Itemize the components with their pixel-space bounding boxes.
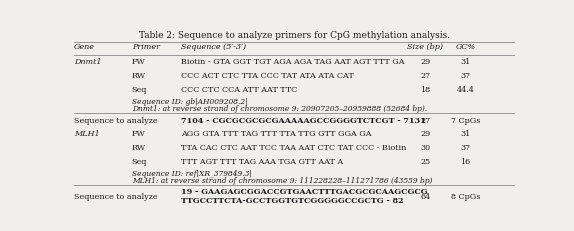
Text: 37: 37 <box>460 143 471 152</box>
Text: 7 CpGs: 7 CpGs <box>451 116 480 124</box>
Text: Seq: Seq <box>132 157 147 165</box>
Text: 44.4: 44.4 <box>456 85 474 94</box>
Text: TTA CAC CTC AAT TCC TAA AAT CTC TAT CCC - Biotin: TTA CAC CTC AAT TCC TAA AAT CTC TAT CCC … <box>181 143 406 152</box>
Text: 18: 18 <box>420 85 430 94</box>
Text: CCC CTC CCA ATT AAT TTC: CCC CTC CCA ATT AAT TTC <box>181 85 297 94</box>
Text: MLH1: MLH1 <box>74 130 100 138</box>
Text: CCC ACT CTC TTA CCC TAT ATA ATA CAT: CCC ACT CTC TTA CCC TAT ATA ATA CAT <box>181 72 354 80</box>
Text: Sequence ID: gb|AH009208.2|: Sequence ID: gb|AH009208.2| <box>132 97 247 105</box>
Text: Dnmt1: at reverse strand of chromosome 9: 20907205–20959888 (52684 bp).: Dnmt1: at reverse strand of chromosome 9… <box>132 104 427 112</box>
Text: Sequence to analyze: Sequence to analyze <box>74 192 158 200</box>
Text: Size (bp): Size (bp) <box>408 43 443 51</box>
Text: Dnmt1: Dnmt1 <box>74 58 102 66</box>
Text: 64: 64 <box>420 192 430 200</box>
Text: 27: 27 <box>420 72 430 80</box>
Text: TTT AGT TTT TAG AAA TGA GTT AAT A: TTT AGT TTT TAG AAA TGA GTT AAT A <box>181 157 343 165</box>
Text: 37: 37 <box>460 72 471 80</box>
Text: 27: 27 <box>420 116 430 124</box>
Text: AGG GTA TTT TAG TTT TTA TTG GTT GGA GA: AGG GTA TTT TAG TTT TTA TTG GTT GGA GA <box>181 130 371 138</box>
Text: MLH1: at reverse strand of chromosome 9: 111228228–111271786 (43559 bp): MLH1: at reverse strand of chromosome 9:… <box>132 176 432 184</box>
Text: Primer: Primer <box>132 43 160 51</box>
Text: Sequence (5′-3′): Sequence (5′-3′) <box>181 43 246 51</box>
Text: 31: 31 <box>460 58 471 66</box>
Text: RW: RW <box>132 72 146 80</box>
Text: Seq: Seq <box>132 85 147 94</box>
Text: Table 2: Sequence to analyze primers for CpG methylation analysis.: Table 2: Sequence to analyze primers for… <box>138 30 450 39</box>
Text: FW: FW <box>132 58 146 66</box>
Text: GC%: GC% <box>455 43 475 51</box>
Text: 29: 29 <box>420 58 430 66</box>
Text: 16: 16 <box>460 157 471 165</box>
Text: Sequence ID: ref|XR_379849.3|: Sequence ID: ref|XR_379849.3| <box>132 169 251 177</box>
Text: 31: 31 <box>460 130 471 138</box>
Text: 19 - GAAGAGCGGACCGTGAACTTTGACGCGCAAGCGCG: 19 - GAAGAGCGGACCGTGAACTTTGACGCGCAAGCGCG <box>181 187 428 195</box>
Text: 7104 - CGCGCGCGCGAAAAAGCCGGGGTCTCGT - 7131: 7104 - CGCGCGCGCGAAAAAGCCGGGGTCTCGT - 71… <box>181 116 425 124</box>
Text: FW: FW <box>132 130 146 138</box>
Text: Gene: Gene <box>74 43 95 51</box>
Text: Sequence to analyze: Sequence to analyze <box>74 116 158 124</box>
Text: Biotin - GTA GGT TGT AGA AGA TAG AAT AGT TTT GA: Biotin - GTA GGT TGT AGA AGA TAG AAT AGT… <box>181 58 404 66</box>
Text: 29: 29 <box>420 130 430 138</box>
Text: RW: RW <box>132 143 146 152</box>
Text: TTGCCTTCTA-GCCTGGTGTCGGGGGCCGCTG - 82: TTGCCTTCTA-GCCTGGTGTCGGGGGCCGCTG - 82 <box>181 197 404 204</box>
Text: 8 CpGs: 8 CpGs <box>451 192 480 200</box>
Text: 30: 30 <box>420 143 430 152</box>
Text: 25: 25 <box>420 157 430 165</box>
